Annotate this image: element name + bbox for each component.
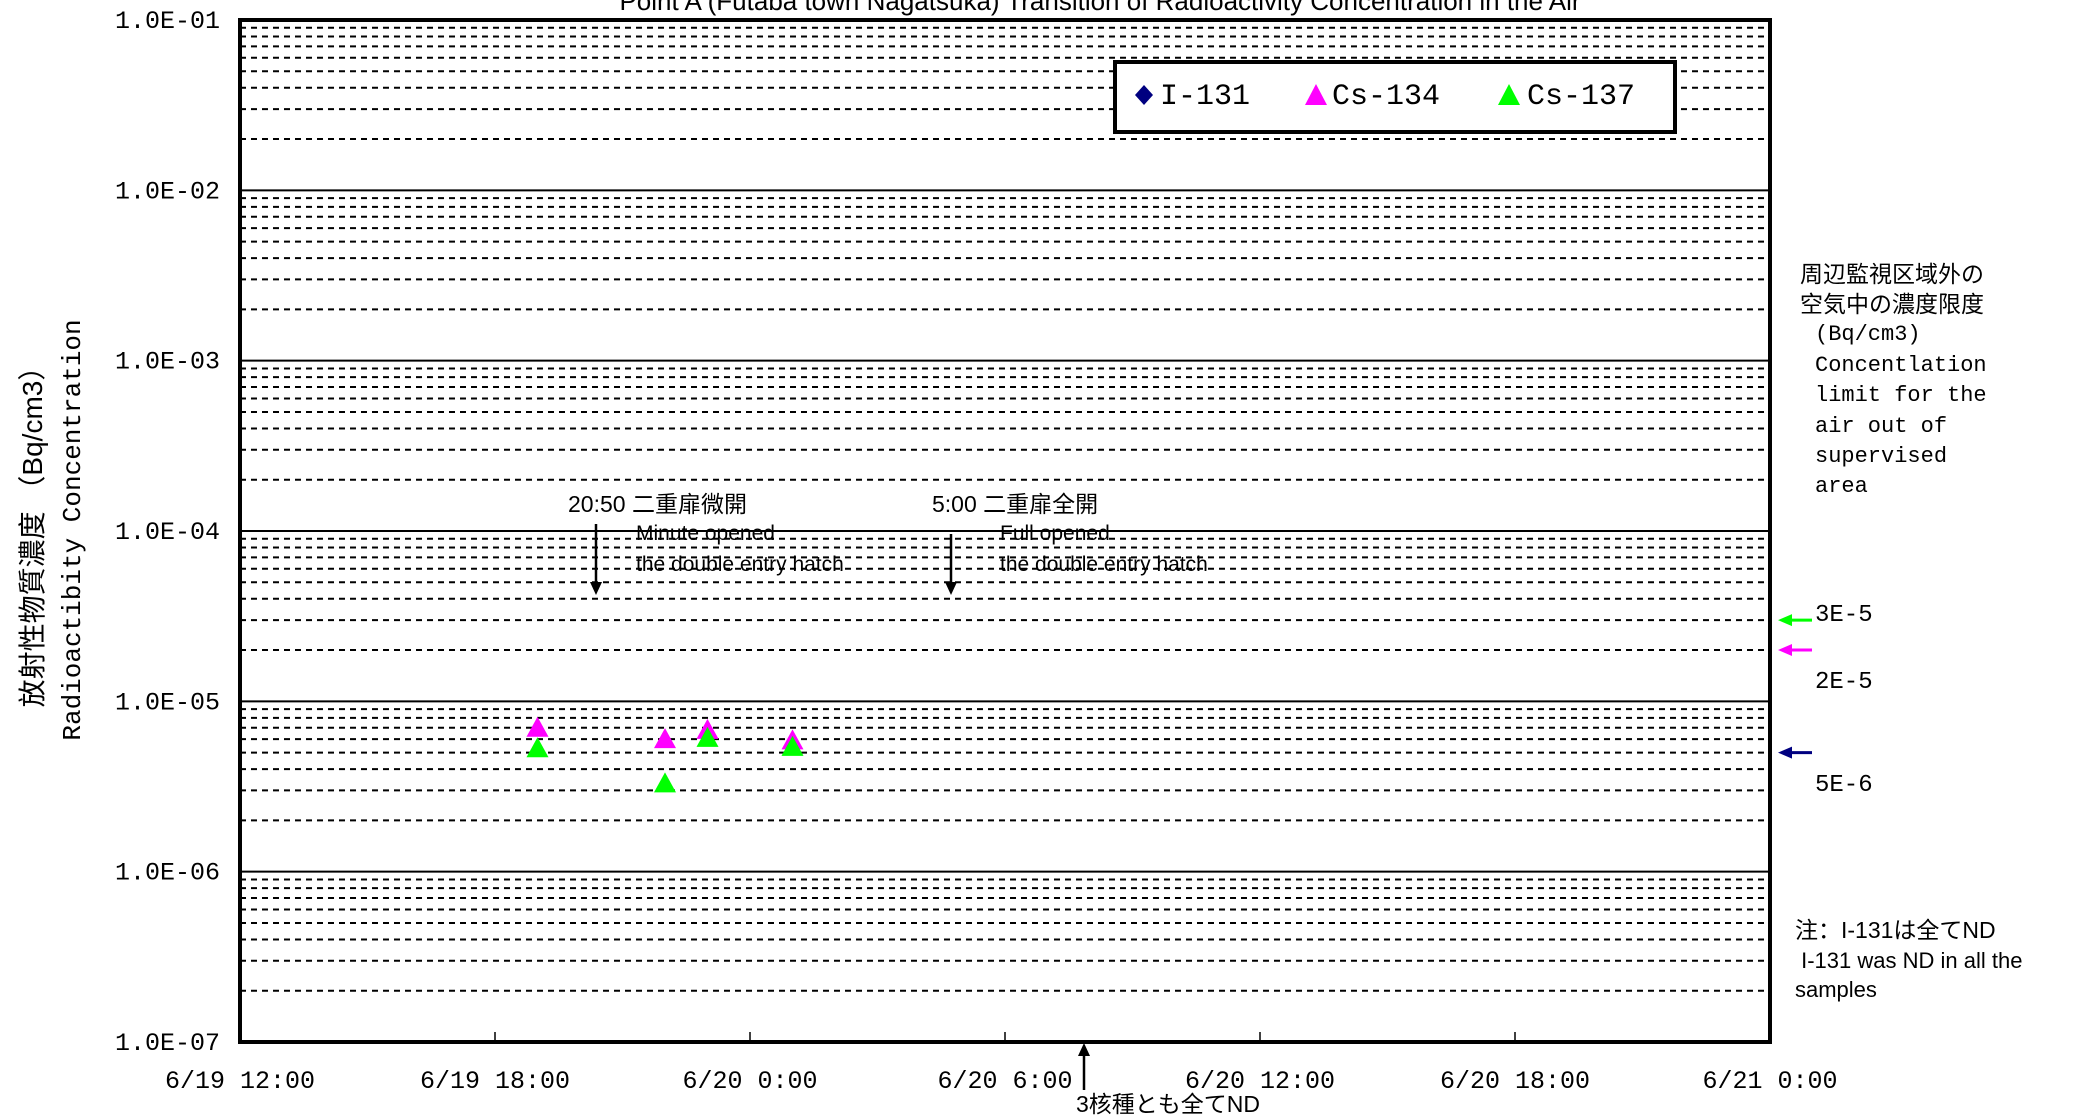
- y-tick-label: 1.0E-02: [115, 177, 220, 206]
- annotation-nd-text: 3核種とも全てND: [1076, 1091, 1260, 1117]
- limits-en-5: area: [1815, 474, 1868, 499]
- legend-label-cs134: Cs-134: [1332, 80, 1440, 114]
- y-tick-label: 1.0E-04: [115, 518, 220, 547]
- limits-unit: (Bq/cm3): [1815, 322, 1921, 347]
- annotation-nd-arrowhead: [1078, 1043, 1090, 1056]
- limit-arrowhead-i131: [1778, 746, 1792, 759]
- limits-title-jp-1: 周辺監視区域外の: [1800, 261, 1984, 287]
- annotation-hatch1-jp: 20:50 二重扉微開: [568, 491, 747, 517]
- y-tick-label: 1.0E-05: [115, 688, 220, 717]
- limit-label-cs134: 2E-5: [1815, 669, 1873, 696]
- x-tick-label: 6/19 12:00: [165, 1067, 315, 1096]
- x-tick-labels: 6/19 12:00 6/19 18:00 6/20 0:00 6/20 6:00 6/…: [165, 1032, 1838, 1096]
- x-tick-label: 6/20 18:00: [1440, 1067, 1590, 1096]
- note-en-1: I-131 was ND in all the: [1795, 948, 2022, 973]
- y-tick-label: 1.0E-06: [115, 859, 220, 888]
- note-jp: 注：I-131は全てND: [1795, 917, 1996, 943]
- y-tick-labels: 1.0E-01 1.0E-02 1.0E-03 1.0E-04 1.0E-05 1.0E-…: [115, 7, 220, 1058]
- annotation-hatch2-jp: 5:00 二重扉全開: [932, 491, 1098, 517]
- y-tick-label: 1.0E-03: [115, 348, 220, 377]
- x-tick-label: 6/20 6:00: [937, 1067, 1072, 1096]
- legend: I-131 Cs-134 Cs-137: [1113, 60, 1677, 134]
- limits-panel: 周辺監視区域外の 空気中の濃度限度 (Bq/cm3) Concentlation…: [1778, 261, 1987, 799]
- limits-en-3: air out of: [1815, 414, 1947, 439]
- annotation-hatch2-arrowhead: [945, 582, 957, 595]
- y-axis-label-jp: 放射性物質濃度 （Bq/cm3）: [17, 353, 48, 708]
- annotation-hatch2-en2: the double entry hatch: [1000, 553, 1208, 576]
- data-point-cs134: [654, 728, 676, 749]
- limit-label-cs137: 3E-5: [1815, 602, 1873, 629]
- x-tick-label: 6/20 12:00: [1185, 1067, 1335, 1096]
- limit-arrowhead-cs134: [1778, 644, 1792, 657]
- legend-marker-cs134: [1305, 84, 1327, 105]
- limits-en-1: Concentlation: [1815, 353, 1987, 378]
- legend-label-cs137: Cs-137: [1527, 80, 1635, 114]
- y-axis-label-en: Radioactibity Concentration: [58, 319, 88, 740]
- data-point-cs137: [781, 735, 804, 756]
- chart-title: Point A (Futaba town Nagatsuka) Transiti…: [619, 0, 1580, 16]
- x-tick-label: 6/21 0:00: [1702, 1067, 1837, 1096]
- limit-label-i131: 5E-6: [1815, 772, 1873, 799]
- data-point-cs137: [526, 737, 549, 758]
- limits-title-jp-2: 空気中の濃度限度: [1800, 291, 1984, 317]
- limits-en-4: supervised: [1815, 444, 1947, 469]
- data-points: [526, 716, 804, 793]
- annotation-hatch2-en1: Full opened: [1000, 522, 1110, 545]
- annotation-hatch1-en2: the double entry hatch: [636, 553, 844, 576]
- limit-arrows: [1778, 614, 1812, 759]
- x-tick-label: 6/19 18:00: [420, 1067, 570, 1096]
- annotations: 20:50 二重扉微開 Minute opened the double ent…: [568, 491, 1260, 1117]
- limits-en-2: limit for the: [1815, 383, 1987, 408]
- y-tick-label: 1.0E-07: [115, 1029, 220, 1058]
- limit-arrowhead-cs137: [1778, 614, 1792, 627]
- data-point-cs137: [654, 772, 676, 793]
- data-point-cs134: [526, 716, 549, 737]
- annotation-hatch1-arrowhead: [590, 582, 602, 595]
- y-tick-label: 1.0E-01: [115, 7, 220, 36]
- data-point-cs137: [696, 726, 719, 747]
- x-tick-label: 6/20 0:00: [682, 1067, 817, 1096]
- note-en-2: samples: [1795, 977, 1877, 1002]
- legend-box: [1113, 60, 1677, 134]
- legend-marker-cs137: [1498, 84, 1520, 105]
- note: 注：I-131は全てND I-131 was ND in all the sam…: [1795, 917, 2022, 1002]
- legend-label-i131: I-131: [1160, 80, 1250, 114]
- legend-marker-i131: [1135, 85, 1153, 105]
- annotation-hatch1-en1: Minute opened: [636, 522, 775, 545]
